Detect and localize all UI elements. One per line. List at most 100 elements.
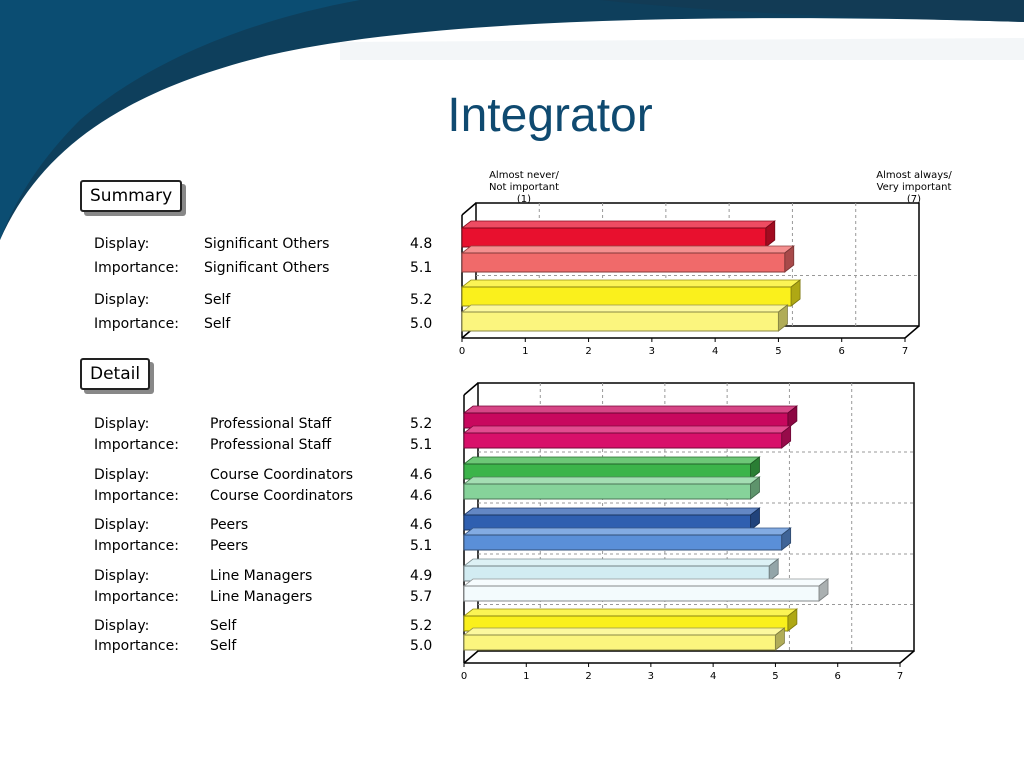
row-type: Display: (94, 416, 150, 432)
row-type: Importance: (94, 260, 179, 276)
x-tick-label: 0 (459, 346, 465, 357)
x-tick-label: 5 (772, 671, 778, 682)
bar-top-face (460, 279, 802, 288)
x-tick-label: 4 (712, 346, 718, 357)
row-value: 5.1 (410, 260, 433, 276)
bar-top-face (462, 507, 761, 516)
row-group: Self (210, 618, 237, 634)
row-value: 5.2 (410, 292, 433, 308)
slide-title: Integrator (447, 89, 653, 142)
chart-frame-edge (461, 202, 477, 216)
x-tick-label: 7 (897, 671, 903, 682)
scale-high-line-1: Almost always/ (876, 170, 952, 181)
row-value: 5.1 (410, 437, 433, 453)
row-value: 4.6 (410, 467, 433, 483)
scale-high-line-2: Very important (876, 182, 952, 193)
bar-top-face (460, 304, 789, 313)
bar (463, 534, 783, 551)
scale-high-line-3: (7) (906, 194, 922, 205)
scale-low-line-3: (1) (516, 194, 532, 205)
bar-top-face (462, 527, 792, 536)
row-type: Importance: (94, 488, 179, 504)
bar (463, 483, 752, 500)
scale-low-label: Almost never/ Not important (1) (472, 170, 576, 206)
x-tick-label: 6 (835, 671, 841, 682)
row-group: Professional Staff (210, 416, 332, 432)
bar (461, 227, 767, 248)
x-tick-label: 0 (461, 671, 467, 682)
row-group: Course Coordinators (210, 467, 354, 483)
row-type: Display: (94, 517, 150, 533)
x-tick-label: 4 (710, 671, 716, 682)
bar-top-face (462, 558, 780, 567)
row-type: Display: (94, 236, 150, 252)
scale-high-label: Almost always/ Very important (7) (858, 170, 970, 206)
row-type: Importance: (94, 316, 179, 332)
x-tick-label: 3 (648, 671, 654, 682)
row-group: Professional Staff (210, 437, 332, 453)
chart-frame-edge (463, 382, 479, 396)
x-tick-label: 3 (649, 346, 655, 357)
bar-top-face (462, 425, 792, 434)
row-type: Importance: (94, 589, 179, 605)
bar-top-face (462, 405, 799, 414)
row-type: Display: (94, 568, 150, 584)
row-value: 5.7 (410, 589, 433, 605)
x-tick-label: 1 (522, 346, 528, 357)
row-type: Display: (94, 292, 150, 308)
row-type: Display: (94, 618, 150, 634)
bar (463, 585, 820, 602)
row-value: 5.0 (410, 316, 433, 332)
bar (463, 634, 776, 651)
bar-top-face (460, 245, 795, 254)
row-value: 5.0 (410, 638, 433, 654)
row-group: Line Managers (210, 568, 313, 584)
row-type: Display: (94, 467, 150, 483)
row-group: Significant Others (204, 236, 330, 252)
bar (461, 286, 792, 307)
bar-top-face (462, 627, 786, 636)
row-value: 5.2 (410, 618, 433, 634)
bar-top-face (460, 220, 776, 229)
bar-top-face (462, 608, 799, 617)
bar-top-face (462, 476, 761, 485)
row-group: Self (210, 638, 237, 654)
summary-section-label: Summary (90, 186, 173, 206)
detail-section-box: Detail (80, 358, 151, 390)
scale-low-line-2: Not important (488, 182, 560, 193)
row-type: Importance: (94, 538, 179, 554)
row-value: 4.6 (410, 488, 433, 504)
row-type: Importance: (94, 638, 179, 654)
x-tick-label: 7 (902, 346, 908, 357)
row-group: Self (204, 292, 231, 308)
bar (461, 311, 779, 332)
row-type: Importance: (94, 437, 179, 453)
x-tick-label: 5 (775, 346, 781, 357)
detail-section-label: Detail (90, 364, 141, 384)
bar-top-face (462, 456, 761, 465)
chart-frame-edge (463, 650, 479, 664)
x-tick-label: 2 (585, 346, 591, 357)
row-group: Significant Others (204, 260, 330, 276)
bar-top-face (462, 578, 830, 587)
row-group: Peers (210, 517, 249, 533)
row-value: 4.9 (410, 568, 433, 584)
x-tick-label: 6 (839, 346, 845, 357)
x-tick-label: 1 (523, 671, 529, 682)
summary-section-box: Summary (80, 180, 183, 212)
row-group: Line Managers (210, 589, 313, 605)
row-value: 5.2 (410, 416, 433, 432)
scale-low-line-1: Almost never/ (489, 170, 559, 181)
row-group: Self (204, 316, 231, 332)
row-group: Peers (210, 538, 249, 554)
row-value: 4.6 (410, 517, 433, 533)
chart-frame-edge (904, 325, 920, 339)
row-value: 4.8 (410, 236, 433, 252)
bar (463, 432, 783, 449)
x-tick-label: 2 (585, 671, 591, 682)
bar (461, 252, 786, 273)
chart-frame-edge (899, 650, 915, 664)
row-group: Course Coordinators (210, 488, 354, 504)
row-value: 5.1 (410, 538, 433, 554)
